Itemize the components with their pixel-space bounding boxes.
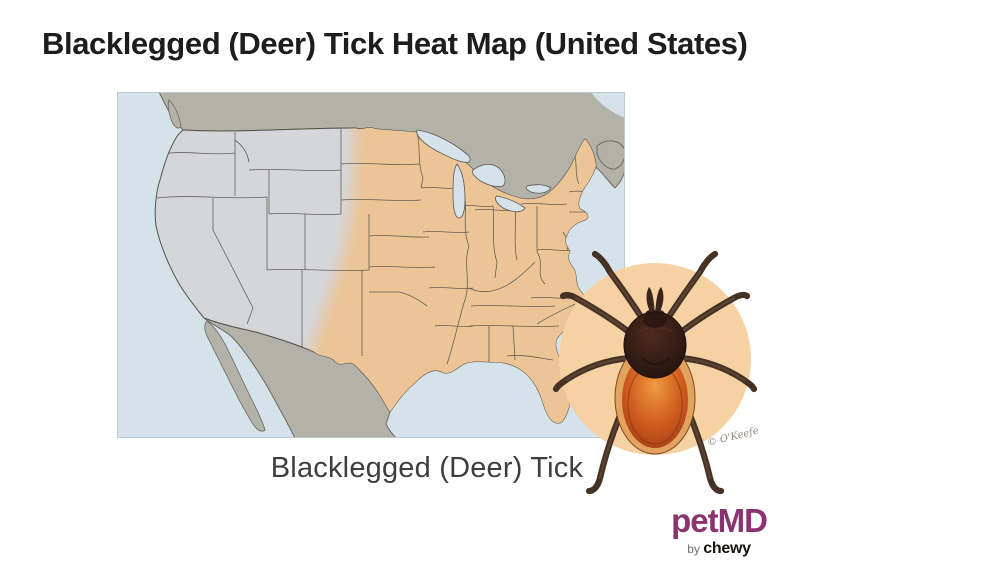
- great-lakes: [416, 129, 552, 219]
- tick-illustration-svg: © O'Keefe: [552, 250, 760, 495]
- baja-california: [204, 320, 266, 432]
- chewy-byline: by chewy: [655, 540, 783, 558]
- us-heat-map-svg: [117, 92, 625, 438]
- tick-scutum-shadow: [641, 357, 671, 365]
- map-frame: [117, 92, 625, 438]
- tick-illustration: © O'Keefe: [550, 228, 770, 508]
- tick-abdomen: [622, 352, 688, 448]
- vancouver-island: [167, 99, 182, 129]
- nova-scotia: [596, 140, 625, 170]
- byline-prefix: by: [687, 541, 700, 556]
- page-title: Blacklegged (Deer) Tick Heat Map (United…: [42, 26, 748, 61]
- map-caption: Blacklegged (Deer) Tick: [270, 452, 584, 484]
- chewy-wordmark: chewy: [703, 539, 751, 557]
- state-borders: [156, 128, 588, 365]
- gulf-of-st-lawrence: [591, 92, 625, 118]
- petmd-wordmark: petMD: [671, 502, 768, 539]
- tick-neck: [643, 312, 667, 328]
- us-heat-map: [117, 92, 625, 438]
- petmd-logo: petMD by chewy: [655, 502, 783, 558]
